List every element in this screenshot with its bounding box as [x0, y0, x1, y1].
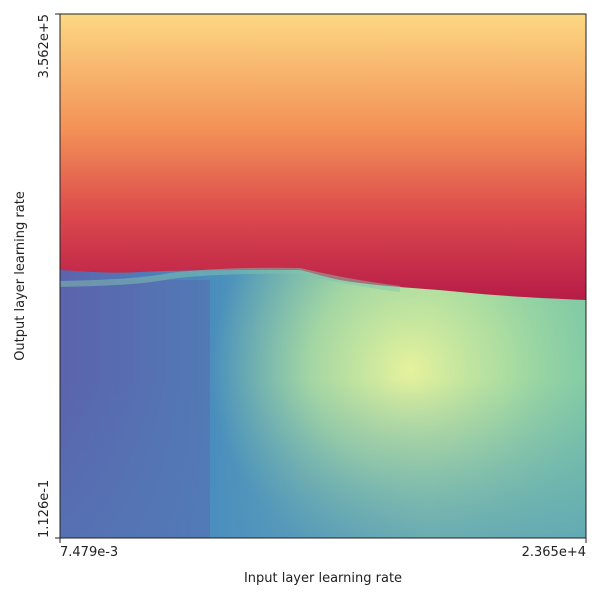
- x-tick-label: 2.365e+4: [522, 545, 586, 560]
- plot-frame: [59, 13, 587, 539]
- y-axis-label: Output layer learning rate: [13, 191, 28, 361]
- y-tick-label: 3.562e+5: [37, 14, 52, 78]
- y-tick-label: 1.126e-1: [37, 480, 52, 538]
- heatmap-field: [60, 14, 586, 538]
- x-axis-label: Input layer learning rate: [244, 571, 402, 586]
- x-tick-label: 7.479e-3: [60, 545, 118, 560]
